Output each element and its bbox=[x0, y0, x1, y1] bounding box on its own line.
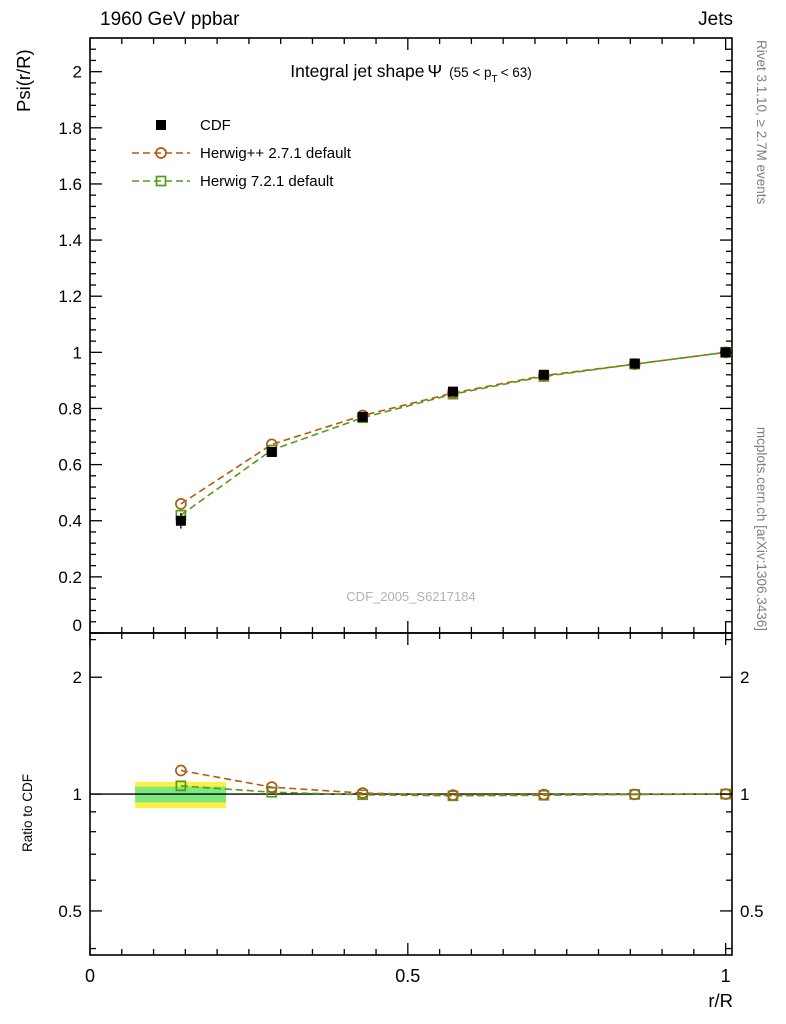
mc-point-marker bbox=[356, 787, 369, 799]
analysis-category-label: Jets bbox=[698, 9, 733, 30]
tick-label: 1.8 bbox=[58, 119, 82, 138]
main-y-axis-title: Psi(r/R) bbox=[13, 49, 34, 112]
legend-item: Herwig++ 2.7.1 default bbox=[130, 139, 351, 167]
tick-label: 0.8 bbox=[58, 399, 82, 418]
tick-label: 1.2 bbox=[58, 287, 82, 306]
tick-label: 2 bbox=[740, 668, 749, 687]
ratio-y-axis-title: Ratio to CDF bbox=[20, 774, 35, 852]
mc-point-marker bbox=[628, 788, 641, 801]
data-point-marker bbox=[629, 358, 640, 369]
square-open-legend-icon bbox=[132, 175, 190, 187]
mc-point-marker bbox=[447, 789, 459, 801]
legend-label: CDF bbox=[200, 116, 231, 134]
mc-point-marker bbox=[266, 786, 278, 798]
mc-curve-main bbox=[180, 351, 726, 516]
legend-item: CDF bbox=[130, 111, 351, 139]
mc-point-marker bbox=[537, 788, 550, 801]
title-text: Integral jet shape bbox=[290, 61, 424, 81]
tick-label: 0.6 bbox=[58, 456, 82, 475]
tick-label: 0.2 bbox=[58, 568, 82, 587]
tick-label: 0.5 bbox=[740, 902, 764, 921]
legend-label: Herwig 7.2.1 default bbox=[200, 172, 334, 190]
title-cut-pre: (55 < p bbox=[449, 65, 491, 80]
data-point-marker bbox=[175, 515, 186, 526]
rivet-version-note: Rivet 3.1.10, ≥ 2.7M events bbox=[754, 40, 769, 204]
data-point-marker bbox=[266, 446, 277, 457]
mc-point-marker bbox=[175, 764, 187, 777]
circle-open-legend-icon bbox=[132, 147, 190, 159]
plot-title: Integral jet shape Ψ (55 < pT < 63) bbox=[290, 61, 532, 85]
tick-label: 0 bbox=[73, 616, 82, 635]
title-cut-subscript: T bbox=[492, 74, 498, 85]
chart-layer: 0 0.2 0.4 0.6 0.8 1 1.2 1.4 1.6 1.8 2 0 0.5 1 0.5 0.5 1 1… bbox=[58, 37, 764, 986]
data-point-marker bbox=[357, 411, 368, 422]
data-point-marker bbox=[538, 369, 549, 380]
tick-label: 0.4 bbox=[58, 512, 82, 531]
legend-item: Herwig 7.2.1 default bbox=[130, 167, 351, 195]
title-cut-post: < 63) bbox=[501, 65, 532, 80]
mc-point-marker bbox=[265, 781, 278, 793]
title-psi-symbol: Ψ bbox=[427, 61, 442, 81]
square-filled-legend-icon bbox=[156, 120, 166, 130]
data-point-marker bbox=[447, 386, 458, 397]
beam-energy-label: 1960 GeV ppbar bbox=[100, 9, 240, 30]
tick-label: 1.4 bbox=[58, 231, 82, 250]
mc-point-marker bbox=[155, 175, 167, 187]
tick-label: 1 bbox=[721, 966, 731, 986]
tick-label: 1.6 bbox=[58, 175, 82, 194]
tick-label: 1 bbox=[73, 343, 82, 362]
mc-point-marker bbox=[175, 498, 187, 510]
data-point-marker bbox=[156, 120, 166, 130]
legend-label: Herwig++ 2.7.1 default bbox=[200, 144, 351, 162]
mcplots-arxiv-note: mcplots.cern.ch [arXiv:1306.3436] bbox=[754, 427, 769, 631]
tick-label: 1 bbox=[740, 785, 749, 804]
tick-label: 0.5 bbox=[395, 966, 420, 986]
mc-curve-main bbox=[180, 351, 726, 505]
mc-point-marker bbox=[155, 147, 167, 159]
mc-point-marker bbox=[175, 780, 187, 792]
tick-label: 0.5 bbox=[58, 902, 82, 921]
x-axis-title: r/R bbox=[708, 990, 733, 1011]
legend: CDF Herwig++ 2.7.1 default Herwig 7.2.1 de… bbox=[130, 111, 351, 195]
tick-label: 2 bbox=[73, 668, 82, 687]
tick-label: 1 bbox=[73, 785, 82, 804]
tick-label: 2 bbox=[73, 63, 82, 82]
tick-label: 0 bbox=[85, 966, 95, 986]
analysis-id-watermark: CDF_2005_S6217184 bbox=[346, 589, 475, 604]
